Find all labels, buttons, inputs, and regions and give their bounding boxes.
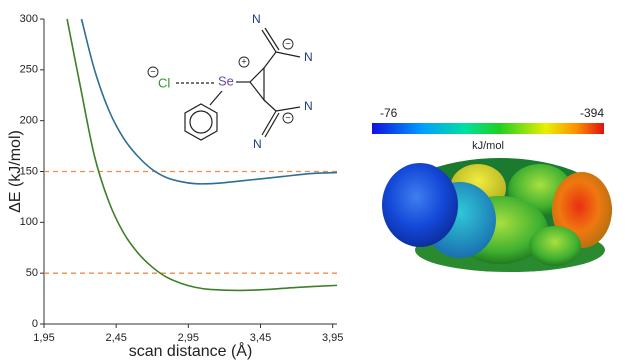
x-tick-label: 3,45: [250, 332, 271, 344]
atom-label: N: [304, 99, 313, 113]
x-tick-label: 2,95: [178, 332, 199, 344]
colorbar-gradient: [372, 123, 604, 134]
colorbar: -76 -394 kJ/mol: [372, 106, 604, 152]
charge: −: [285, 38, 290, 48]
x-tick-label: 2,45: [105, 332, 126, 344]
y-tick-label: 200: [20, 115, 38, 127]
esp-surface: [382, 158, 612, 272]
x-axis-label: scan distance (Å): [129, 341, 253, 360]
y-tick-label: 250: [20, 64, 38, 76]
colorbar-min: -76: [380, 106, 398, 120]
data-line: [82, 19, 337, 184]
y-tick-label: 300: [20, 13, 38, 25]
atom-label: N: [252, 12, 261, 26]
colorbar-unit: kJ/mol: [472, 140, 504, 152]
atom-label: N: [304, 50, 313, 64]
atom-label: Cl: [158, 75, 170, 90]
y-tick-label: 100: [20, 216, 38, 228]
y-tick-label: 0: [32, 318, 38, 330]
atom-label: N: [253, 137, 262, 151]
charge: −: [150, 66, 155, 76]
charge: +: [241, 56, 246, 66]
data-line: [67, 19, 337, 290]
x-tick-label: 3,95: [322, 332, 343, 344]
atom-label: Se: [218, 73, 234, 88]
y-axis-label: ΔE (kJ/mol): [7, 130, 24, 213]
molecule-diagram: − Cl Se + N N − N N −: [148, 12, 313, 151]
x-tick-label: 1,95: [33, 332, 54, 344]
charge: −: [285, 112, 290, 122]
y-tick-label: 50: [26, 267, 38, 279]
page: − Cl Se + N N − N N − -76 -394 kJ/mol: [0, 0, 632, 363]
colorbar-max: -394: [580, 106, 604, 120]
